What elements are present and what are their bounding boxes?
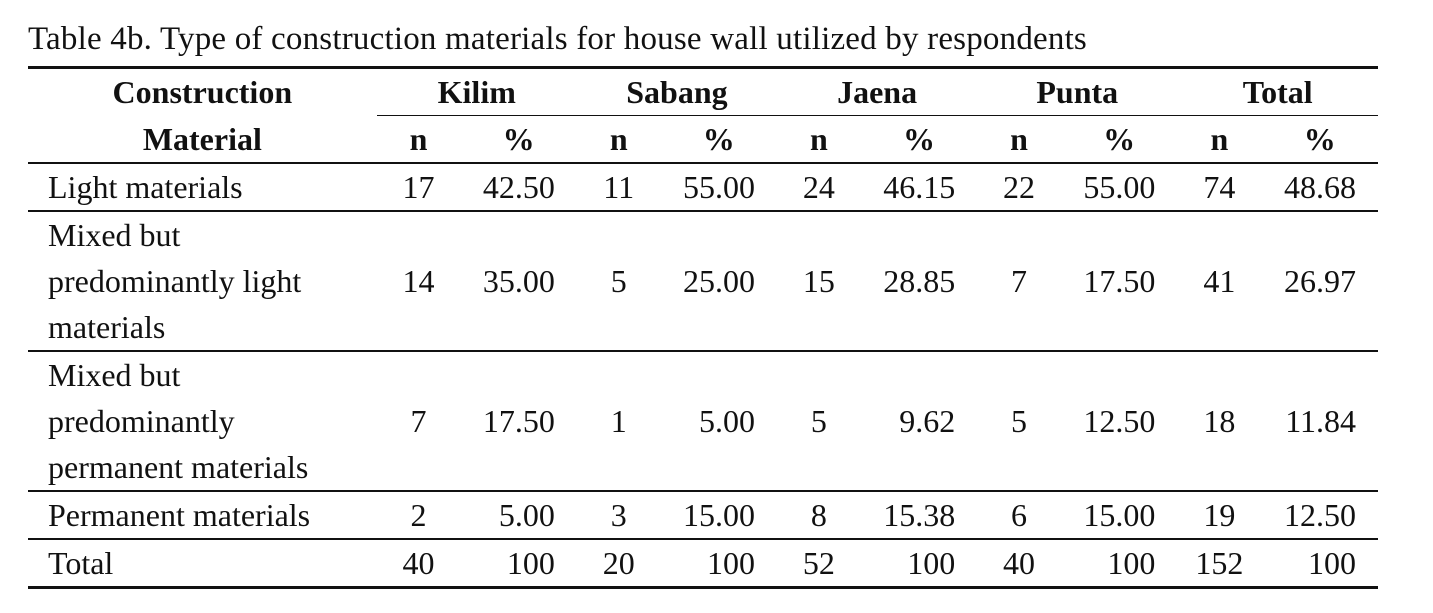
header-sub-n: n [576, 115, 661, 164]
cell-pct: 17.50 [460, 351, 577, 492]
row-label-line: Mixed but [48, 357, 181, 393]
row-label-line: predominantly [48, 403, 235, 439]
materials-table: Construction Kilim Sabang Jaena Punta To… [28, 66, 1378, 589]
table-row: Permanent materials 2 5.00 3 15.00 8 15.… [28, 491, 1378, 540]
header-group-total: Total [1177, 67, 1378, 116]
cell-n: 18 [1177, 351, 1262, 492]
cell-pct: 48.68 [1261, 163, 1378, 212]
cell-pct: 100 [506, 545, 555, 581]
row-label-line: materials [48, 309, 166, 345]
cell-n: 11 [576, 163, 661, 212]
cell-pct: 5.00 [460, 491, 577, 540]
cell-pct: 15.38 [860, 491, 978, 540]
header-sub-n: n [1177, 115, 1262, 164]
header-row-label-line1: Construction [112, 74, 293, 111]
cell-n: 152 [1195, 545, 1244, 581]
cell-pct: 46.15 [860, 163, 978, 212]
row-label: Light materials [28, 163, 377, 212]
cell-pct: 28.85 [860, 211, 978, 352]
cell-n: 40 [402, 545, 435, 581]
cell-n: 7 [977, 211, 1061, 352]
table-row: Mixed but predominantly permanent material… [28, 351, 1378, 492]
header-sub-pct: % [660, 115, 778, 164]
row-label-line: Mixed but [48, 217, 181, 253]
table-container: Table 4b. Type of construction materials… [28, 16, 1406, 589]
header-sub-pct: % [1261, 115, 1378, 164]
cell-n: 20 [602, 545, 635, 581]
row-label: Mixed but predominantly light materials [28, 211, 377, 352]
cell-n: 17 [376, 163, 461, 212]
header-row-label-line2: Material [28, 115, 377, 164]
cell-pct: 100 [1308, 545, 1356, 581]
cell-n: 1 [576, 351, 661, 492]
cell-pct: 100 [707, 545, 756, 581]
cell-n: 3 [576, 491, 661, 540]
cell-n: 24 [777, 163, 861, 212]
cell-pct: 26.97 [1261, 211, 1378, 352]
cell-pct: 9.62 [860, 351, 978, 492]
cell-pct: 42.50 [460, 163, 577, 212]
cell-n: 74 [1177, 163, 1262, 212]
cell-n: 2 [376, 491, 461, 540]
header-group-jaena: Jaena [777, 67, 978, 116]
table-caption: Table 4b. Type of construction materials… [28, 21, 1087, 57]
cell-n: 52 [802, 545, 835, 581]
header-sub-n: n [777, 115, 861, 164]
row-label: Total [48, 545, 114, 581]
row-label-line: permanent materials [48, 449, 309, 485]
header-row-groups: Construction Kilim Sabang Jaena Punta To… [28, 67, 1378, 116]
cell-n: 6 [977, 491, 1061, 540]
cell-n: 5 [977, 351, 1061, 492]
cell-pct: 17.50 [1060, 211, 1178, 352]
table-row: Mixed but predominantly light materials 14… [28, 211, 1378, 352]
cell-pct: 100 [1107, 545, 1156, 581]
header-sub-pct: % [860, 115, 978, 164]
header-group-sabang: Sabang [576, 67, 778, 116]
cell-n: 5 [777, 351, 861, 492]
cell-pct: 55.00 [1060, 163, 1178, 212]
cell-n: 22 [977, 163, 1061, 212]
header-sub-pct: % [460, 115, 577, 164]
table-row: Light materials 17 42.50 11 55.00 24 46.… [28, 163, 1378, 212]
cell-n: 19 [1177, 491, 1262, 540]
header-sub-pct: % [1060, 115, 1178, 164]
header-group-kilim: Kilim [376, 67, 577, 116]
cell-pct: 55.00 [660, 163, 778, 212]
row-label-line: predominantly light [48, 263, 302, 299]
cell-pct: 15.00 [660, 491, 778, 540]
header-row-subheaders: Material n % n % n % n % n % [28, 115, 1378, 164]
cell-n: 5 [576, 211, 661, 352]
cell-pct: 12.50 [1060, 351, 1178, 492]
table-row-total: Total 40 100 20 100 52 100 40 100 152 10… [28, 539, 1378, 588]
cell-pct: 12.50 [1261, 491, 1378, 540]
cell-pct: 5.00 [660, 351, 778, 492]
header-group-punta: Punta [977, 67, 1178, 116]
cell-n: 40 [1003, 545, 1036, 581]
cell-n: 15 [777, 211, 861, 352]
row-label: Permanent materials [28, 491, 377, 540]
header-sub-n: n [977, 115, 1061, 164]
cell-pct: 15.00 [1060, 491, 1178, 540]
cell-pct: 100 [907, 545, 956, 581]
cell-n: 7 [376, 351, 461, 492]
cell-pct: 25.00 [660, 211, 778, 352]
cell-pct: 11.84 [1261, 351, 1378, 492]
header-sub-n: n [376, 115, 461, 164]
cell-n: 14 [376, 211, 461, 352]
row-label: Mixed but predominantly permanent material… [28, 351, 377, 492]
cell-n: 41 [1177, 211, 1262, 352]
cell-n: 8 [777, 491, 861, 540]
cell-pct: 35.00 [460, 211, 577, 352]
